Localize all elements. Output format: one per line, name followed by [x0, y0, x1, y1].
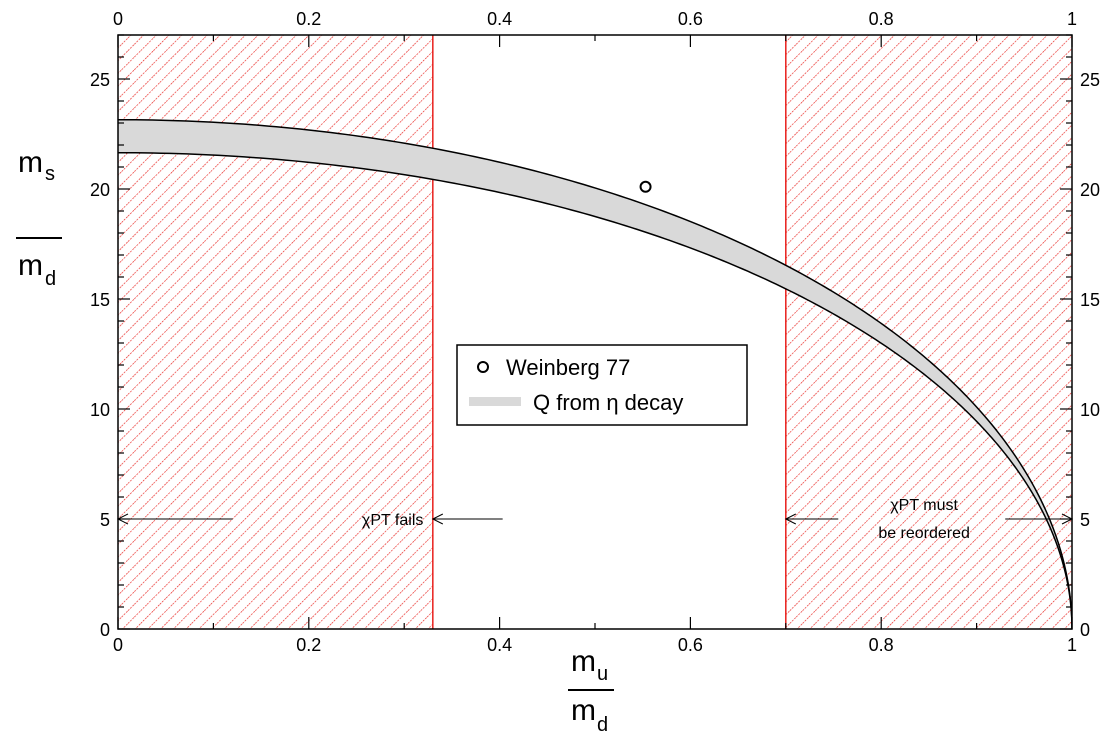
- x-tick-label-bottom: 1: [1067, 635, 1077, 655]
- excluded-region-1: [785, 35, 1072, 629]
- x-tick-label-top: 1: [1067, 9, 1077, 29]
- y-label-denominator: m: [18, 249, 43, 282]
- x-tick-label-bottom: 0.6: [678, 635, 703, 655]
- region-0-annotation: χPT fails: [362, 512, 423, 529]
- y-tick-label-right: 15: [1080, 290, 1100, 310]
- y-tick-label-left: 25: [90, 70, 110, 90]
- x-label-numerator-sub: u: [597, 663, 608, 685]
- x-tick-label-bottom: 0: [113, 635, 123, 655]
- y-axis-label: m s m d: [16, 146, 62, 290]
- legend-label-band: Q from η decay: [533, 390, 683, 415]
- y-label-denominator-sub: d: [45, 268, 56, 290]
- legend-marker-weinberg: [477, 361, 489, 373]
- x-tick-label-top: 0.4: [487, 9, 512, 29]
- x-tick-label-bottom: 0.4: [487, 635, 512, 655]
- q-band-lower-edge: [118, 151, 1072, 629]
- x-tick-label-top: 0.6: [678, 9, 703, 29]
- y-tick-label-right: 20: [1080, 180, 1100, 200]
- x-axis-label: m u m d: [568, 645, 614, 731]
- point-weinberg-77: [639, 180, 652, 193]
- x-label-denominator-sub: d: [597, 714, 608, 731]
- x-tick-label-top: 0.2: [296, 9, 321, 29]
- y-tick-label-right: 5: [1080, 510, 1090, 530]
- y-tick-label-left: 20: [90, 180, 110, 200]
- legend-swatch-band: [469, 397, 521, 406]
- y-label-numerator-sub: s: [45, 163, 55, 185]
- legend-label-weinberg: Weinberg 77: [506, 355, 630, 380]
- region-1-annotation-line1: χPT must: [890, 497, 958, 514]
- legend-box: [456, 344, 748, 426]
- x-tick-label-top: 0.8: [869, 9, 894, 29]
- x-tick-label-top: 0: [113, 9, 123, 29]
- y-tick-label-right: 0: [1080, 620, 1090, 640]
- y-tick-label-left: 0: [100, 620, 110, 640]
- legend: Weinberg 77 Q from η decay: [456, 344, 748, 426]
- y-tick-label-left: 5: [100, 510, 110, 530]
- q-band-upper-edge: [118, 118, 1072, 629]
- region-1-arrow-left-head: [784, 513, 797, 525]
- region-0-arrow-right-head: [431, 513, 444, 525]
- region-1-annotation-line2: be reordered: [878, 525, 970, 542]
- y-tick-label-right: 25: [1080, 70, 1100, 90]
- y-tick-label-left: 15: [90, 290, 110, 310]
- y-tick-label-right: 10: [1080, 400, 1100, 420]
- x-label-numerator: m: [571, 645, 596, 678]
- y-tick-label-left: 10: [90, 400, 110, 420]
- x-tick-label-bottom: 0.8: [869, 635, 894, 655]
- y-label-numerator: m: [18, 146, 43, 179]
- x-label-denominator: m: [571, 694, 596, 727]
- x-tick-label-bottom: 0.2: [296, 635, 321, 655]
